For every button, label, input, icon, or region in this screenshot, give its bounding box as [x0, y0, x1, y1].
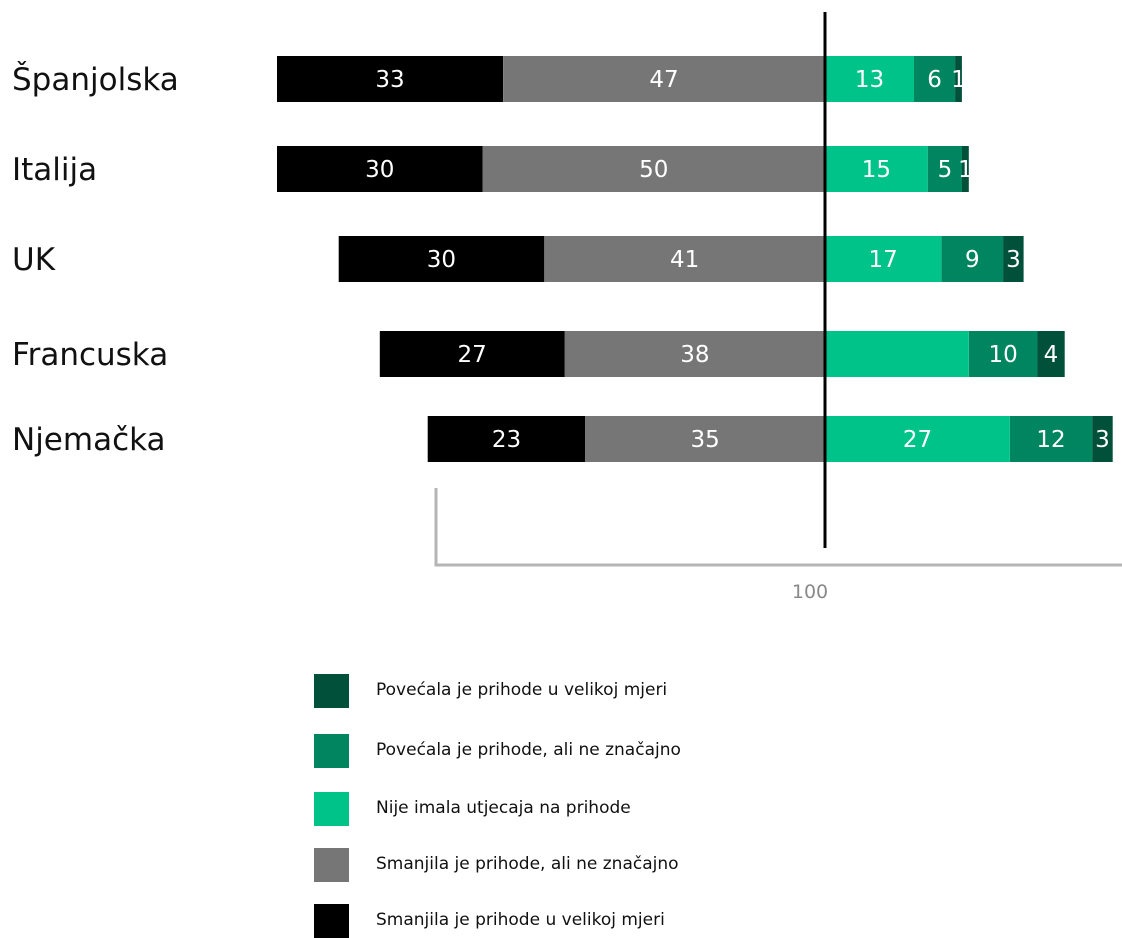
data-label: 1	[951, 67, 966, 93]
bar-segment	[338, 236, 545, 282]
legend-item: Povećala je prihode, ali ne značajno	[314, 734, 814, 768]
data-label: 5	[938, 157, 953, 183]
legend-label: Povećala je prihode u velikoj mjeri	[376, 680, 668, 700]
legend-item: Smanjila je prihode u velikoj mjeri	[314, 904, 814, 938]
legend-item: Povećala je prihode u velikoj mjeri	[314, 674, 814, 708]
data-label: 41	[670, 247, 699, 273]
category-label: Španjolska	[12, 61, 179, 98]
bar-segment	[962, 146, 969, 192]
data-label: 38	[680, 342, 709, 368]
data-label: 10	[988, 342, 1017, 368]
category-labels: Španjolska Italija UK Francuska Njemačka	[12, 61, 179, 458]
bar-segment	[544, 236, 825, 282]
data-label: 1	[958, 157, 973, 183]
legend-swatch	[314, 792, 349, 826]
legend-item: Nije imala utjecaja na prihode	[314, 792, 814, 826]
bar-segment	[585, 416, 826, 462]
legend-swatch	[314, 848, 349, 882]
bar-segment	[825, 331, 969, 377]
legend-label: Smanjila je prihode, ali ne značajno	[376, 854, 679, 874]
bar-segment	[503, 56, 825, 102]
data-label: 23	[492, 427, 521, 453]
legend-item: Smanjila je prihode, ali ne značajno	[314, 848, 814, 882]
data-label: 9	[965, 247, 980, 273]
data-label: 4	[1044, 342, 1059, 368]
data-label: 3	[1095, 427, 1110, 453]
bar-segment	[1010, 416, 1093, 462]
data-label: 12	[1036, 427, 1065, 453]
bar-segment	[825, 146, 928, 192]
bar-segment	[825, 416, 1010, 462]
category-label: Njemačka	[12, 422, 166, 458]
legend-label: Nije imala utjecaja na prihode	[376, 798, 631, 818]
legend-swatch	[314, 734, 349, 768]
bar-segment	[564, 331, 825, 377]
data-label: 3	[1006, 247, 1021, 273]
bar-segment	[1003, 236, 1024, 282]
data-label: 13	[855, 67, 884, 93]
legend-label: Povećala je prihode, ali ne značajno	[376, 740, 681, 760]
bar-segment	[379, 331, 565, 377]
data-label: 35	[690, 427, 719, 453]
axis-bracket	[434, 488, 1122, 567]
legend-swatch	[314, 904, 349, 938]
bar-segment	[941, 236, 1004, 282]
bars	[277, 56, 1113, 462]
data-label: 15	[862, 157, 891, 183]
data-label: 27	[903, 427, 932, 453]
bar-segment	[914, 56, 956, 102]
data-label: 17	[869, 247, 898, 273]
data-label: 33	[375, 67, 404, 93]
data-label: 50	[639, 157, 668, 183]
legend-label: Smanjila je prihode u velikoj mjeri	[376, 910, 665, 930]
data-label: 47	[649, 67, 678, 93]
bar-segment	[825, 56, 914, 102]
bar-segment	[955, 56, 962, 102]
category-label: UK	[12, 242, 56, 278]
bar-segment	[1092, 416, 1113, 462]
bar-segment	[1037, 331, 1065, 377]
legend-swatch	[314, 674, 349, 708]
category-label: Francuska	[12, 337, 168, 373]
data-label: 27	[458, 342, 487, 368]
bar-segment	[482, 146, 825, 192]
bar-segment	[277, 146, 483, 192]
data-label: 30	[427, 247, 456, 273]
category-label: Italija	[12, 152, 97, 188]
bar-segment	[427, 416, 586, 462]
bar-segment	[968, 331, 1038, 377]
bar-segment	[277, 56, 503, 102]
data-label: 6	[927, 67, 942, 93]
bar-segment	[927, 146, 963, 192]
axis-tick-label: 100	[792, 581, 828, 603]
bar-segment	[825, 236, 942, 282]
data-label: 30	[365, 157, 394, 183]
